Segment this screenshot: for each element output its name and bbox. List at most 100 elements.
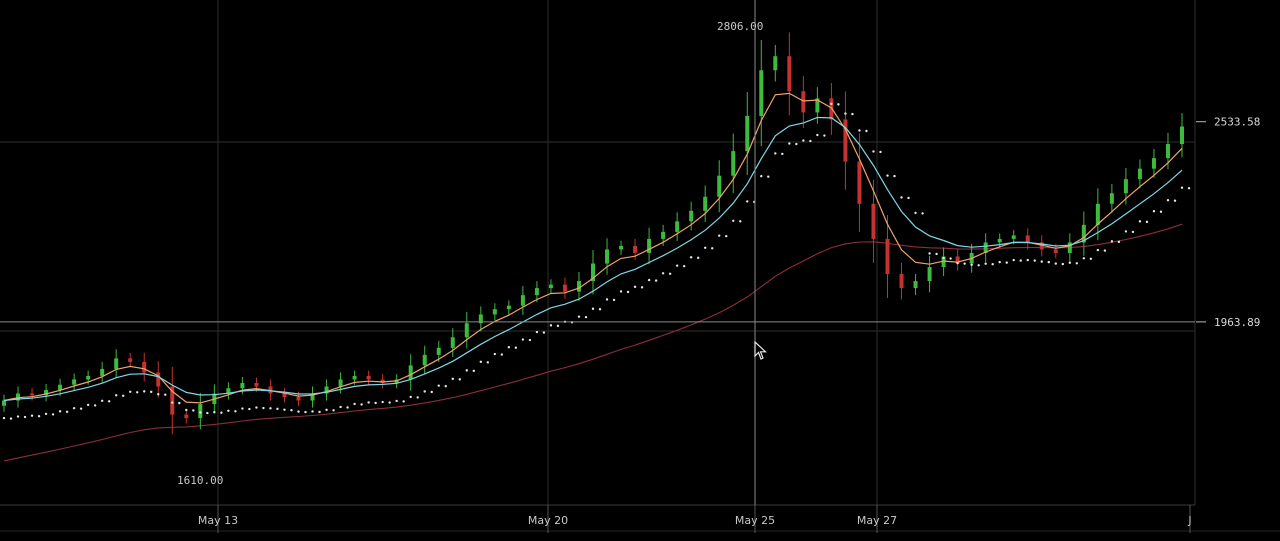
candle-body xyxy=(520,295,525,306)
psar-dot xyxy=(1152,210,1156,213)
psar-dot xyxy=(549,324,553,327)
psar-dot xyxy=(100,399,104,403)
candle-body xyxy=(703,196,708,211)
candle-body xyxy=(352,375,357,380)
psar-dot xyxy=(1173,199,1177,202)
ema-mid-line xyxy=(3,116,1183,402)
candle-body xyxy=(170,386,175,415)
candle-body xyxy=(338,379,343,387)
parabolic-sar-layer xyxy=(2,102,1191,420)
psar-dot xyxy=(58,410,62,413)
psar-dot xyxy=(732,219,735,222)
psar-dot xyxy=(521,338,525,341)
psar-dot xyxy=(51,413,55,416)
candle-body xyxy=(829,98,834,120)
psar-dot xyxy=(718,234,721,237)
psar-dot xyxy=(472,369,475,373)
psar-dot xyxy=(367,401,370,404)
psar-dot xyxy=(325,408,328,412)
psar-dot xyxy=(339,405,342,409)
psar-dot xyxy=(682,264,686,268)
candle-body xyxy=(282,393,287,398)
psar-dot xyxy=(346,406,349,409)
psar-dot xyxy=(1061,262,1064,266)
candle-body xyxy=(72,379,77,385)
candle-body xyxy=(450,337,455,348)
candle-body xyxy=(913,281,918,289)
psar-dot xyxy=(928,252,931,255)
psar-dot xyxy=(255,406,258,409)
psar-dot xyxy=(942,256,945,260)
psar-dot xyxy=(921,212,924,215)
candle-body xyxy=(100,368,105,376)
price-axis-label: 1963.89 xyxy=(1214,316,1260,329)
psar-dot xyxy=(416,396,419,399)
psar-dot xyxy=(213,411,216,414)
psar-dot xyxy=(886,174,889,177)
psar-dot xyxy=(591,307,595,310)
candle-body xyxy=(254,382,259,387)
candle-body xyxy=(1123,179,1128,194)
psar-dot xyxy=(114,394,118,397)
psar-dot xyxy=(493,352,497,356)
candle-body xyxy=(605,249,610,264)
candle-body xyxy=(2,400,6,406)
psar-dot xyxy=(486,361,490,364)
psar-dot xyxy=(360,403,363,406)
psar-dot xyxy=(598,308,602,311)
ema-fast-line xyxy=(3,92,1183,404)
candle-body xyxy=(1081,224,1086,243)
psar-dot xyxy=(991,263,994,266)
psar-dot xyxy=(542,331,546,334)
psar-dot xyxy=(276,407,279,411)
candle-body xyxy=(759,70,764,116)
candle-body xyxy=(1067,242,1072,253)
psar-dot xyxy=(30,414,34,417)
psar-dot xyxy=(458,378,461,381)
psar-dot xyxy=(963,262,966,265)
psar-dot xyxy=(1019,259,1022,262)
psar-dot xyxy=(914,211,917,215)
psar-dot xyxy=(535,330,539,334)
psar-dot xyxy=(654,279,658,282)
psar-dot xyxy=(241,407,244,410)
psar-dot xyxy=(304,410,307,414)
x-tick-label: May 25 xyxy=(735,514,775,527)
psar-dot xyxy=(107,400,111,403)
candle-body xyxy=(661,231,666,239)
psar-dot xyxy=(388,401,391,404)
psar-dot xyxy=(129,390,132,393)
candle-body xyxy=(843,119,848,162)
psar-dot xyxy=(164,393,167,396)
candle-body xyxy=(142,361,147,373)
psar-dot xyxy=(619,290,623,293)
psar-dot xyxy=(577,315,581,318)
psar-dot xyxy=(689,256,693,259)
candle-body xyxy=(408,365,413,380)
psar-dot xyxy=(1089,257,1093,260)
candle-body xyxy=(156,372,161,387)
psar-dot xyxy=(353,402,356,406)
psar-dot xyxy=(879,150,882,154)
psar-dot xyxy=(865,129,868,133)
psar-dot xyxy=(2,416,6,420)
psar-dot xyxy=(248,407,251,411)
candle-body xyxy=(871,203,876,239)
psar-dot xyxy=(788,142,791,145)
psar-dot xyxy=(444,384,447,388)
candle-body xyxy=(773,56,778,71)
candle-body xyxy=(198,404,203,419)
psar-dot xyxy=(514,346,518,349)
psar-dot xyxy=(178,401,181,405)
psar-dot xyxy=(900,196,903,199)
candle-body xyxy=(184,414,189,419)
psar-dot xyxy=(430,390,433,394)
psar-dot xyxy=(500,353,504,356)
candle-body xyxy=(1025,235,1030,243)
psar-dot xyxy=(1075,262,1079,265)
psar-dot xyxy=(746,200,749,203)
psar-dot xyxy=(150,390,153,394)
psar-dot xyxy=(451,377,454,381)
candle-body xyxy=(1151,158,1156,169)
